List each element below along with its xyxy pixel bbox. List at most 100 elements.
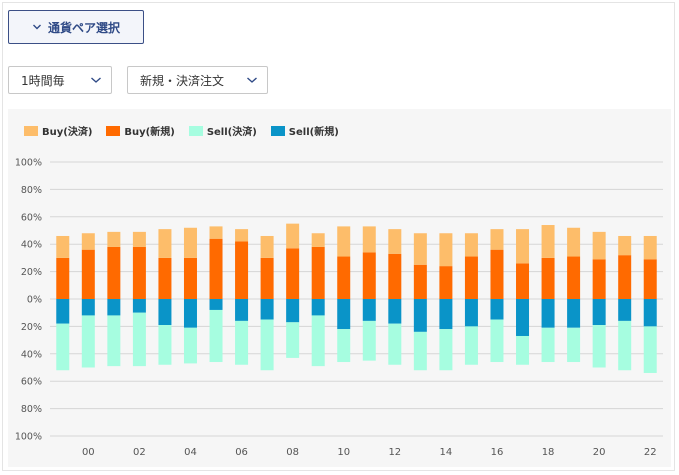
bar-buy-close — [567, 227, 581, 257]
x-tick-label: 22 — [644, 447, 657, 458]
bar-buy-close — [311, 233, 325, 247]
bar-buy-close — [464, 233, 478, 257]
x-tick-label: 02 — [133, 447, 146, 458]
chevron-down-icon — [91, 77, 101, 83]
bar-sell-close — [490, 319, 504, 363]
bar-sell-new — [286, 299, 300, 323]
bar-buy-new — [618, 255, 632, 299]
bar-buy-new — [516, 263, 530, 299]
legend-swatch — [106, 125, 121, 136]
legend-label: Buy(決済) — [42, 127, 93, 138]
bar-buy-close — [286, 223, 300, 249]
bar-sell-new — [643, 299, 657, 327]
legend-item[interactable]: Buy(決済) — [24, 123, 92, 138]
y-tick-label: 80% — [21, 404, 42, 415]
bar-sell-new — [516, 299, 530, 336]
bar-buy-close — [490, 229, 504, 250]
bar-buy-new — [183, 257, 197, 299]
bar-sell-new — [388, 299, 402, 324]
bar-buy-new — [567, 256, 581, 299]
bar-sell-new — [235, 299, 249, 321]
bar-buy-close — [235, 229, 249, 242]
bar-buy-new — [362, 252, 376, 299]
bar-buy-new — [132, 246, 146, 299]
bar-sell-close — [643, 326, 657, 373]
bar-sell-close — [464, 326, 478, 365]
legend-label: Buy(新規) — [124, 127, 175, 138]
currency-pair-select-button[interactable]: 通貨ペア選択 — [8, 10, 144, 44]
bar-sell-new — [490, 299, 504, 320]
bar-sell-new — [311, 299, 325, 316]
bar-buy-close — [592, 231, 606, 260]
bar-sell-close — [56, 323, 70, 371]
order-type-select[interactable]: 新規・決済注文 — [127, 66, 268, 94]
y-tick-label: 100% — [15, 158, 42, 169]
bar-sell-close — [81, 315, 95, 368]
page-frame — [2, 2, 675, 471]
bar-sell-close — [132, 312, 146, 367]
interval-select[interactable]: 1時間毎 — [8, 66, 112, 94]
bar-sell-new — [209, 299, 223, 310]
x-tick-label: 00 — [82, 447, 95, 458]
bar-sell-close — [183, 327, 197, 364]
bar-buy-close — [158, 229, 172, 258]
bar-sell-close — [209, 309, 223, 363]
bar-sell-new — [541, 299, 555, 328]
x-tick-label: 20 — [593, 447, 606, 458]
bar-buy-new — [286, 248, 300, 299]
bar-buy-new — [337, 256, 351, 299]
currency-pair-select-label: 通貨ペア選択 — [47, 20, 120, 35]
legend-item[interactable]: Buy(新規) — [106, 123, 175, 138]
bar-buy-new — [643, 259, 657, 299]
bar-buy-new — [592, 259, 606, 299]
bar-sell-close — [286, 322, 300, 358]
bar-sell-close — [567, 327, 581, 363]
y-tick-label: 20% — [21, 267, 42, 278]
chevron-down-icon — [32, 24, 41, 30]
bar-sell-new — [439, 299, 453, 330]
bar-sell-new — [464, 299, 478, 327]
legend-swatch — [270, 125, 285, 136]
y-tick-label: 80% — [21, 185, 42, 196]
bar-buy-new — [413, 264, 427, 299]
bar-buy-close — [209, 226, 223, 239]
legend-swatch — [188, 125, 203, 136]
y-tick-label: 0% — [27, 295, 42, 306]
bar-buy-new — [209, 238, 223, 299]
x-tick-label: 18 — [542, 447, 555, 458]
bar-buy-close — [260, 235, 274, 258]
x-tick-label: 10 — [337, 447, 350, 458]
bar-buy-close — [107, 231, 121, 247]
bar-buy-close — [388, 229, 402, 254]
x-tick-label: 14 — [440, 447, 453, 458]
legend-item[interactable]: Sell(決済) — [188, 123, 257, 138]
bar-sell-new — [362, 299, 376, 321]
bar-buy-close — [541, 225, 555, 258]
bar-sell-new — [413, 299, 427, 332]
legend-item[interactable]: Sell(新規) — [270, 123, 339, 138]
bar-buy-new — [235, 241, 249, 299]
bar-buy-close — [643, 235, 657, 260]
bar-sell-close — [388, 323, 402, 365]
legend-label: Sell(決済) — [206, 127, 257, 138]
bar-buy-close — [337, 226, 351, 257]
chart-legend: Buy(決済) Buy(新規) Sell(決済) Sell(新規) — [24, 123, 339, 138]
y-tick-label: 40% — [21, 349, 42, 360]
chart-area: 100% 80% 60% 40% 20% 0% 20% 40% 60% 80% 100% 00 02 04… — [8, 109, 671, 467]
bar-sell-close — [158, 325, 172, 365]
bar-buy-close — [183, 227, 197, 258]
bar-sell-close — [235, 320, 249, 365]
bar-sell-new — [592, 299, 606, 326]
bar-sell-new — [56, 299, 70, 324]
bar-sell-close — [311, 315, 325, 367]
bar-buy-new — [158, 257, 172, 299]
bar-sell-new — [567, 299, 581, 328]
legend-swatch — [24, 125, 38, 136]
bar-buy-new — [541, 257, 555, 299]
bar-buy-new — [490, 249, 504, 299]
bar-sell-new — [337, 299, 351, 330]
bar-sell-new — [183, 299, 197, 328]
bar-buy-close — [516, 229, 530, 264]
x-tick-label: 12 — [388, 447, 401, 458]
x-tick-label: 16 — [491, 447, 504, 458]
